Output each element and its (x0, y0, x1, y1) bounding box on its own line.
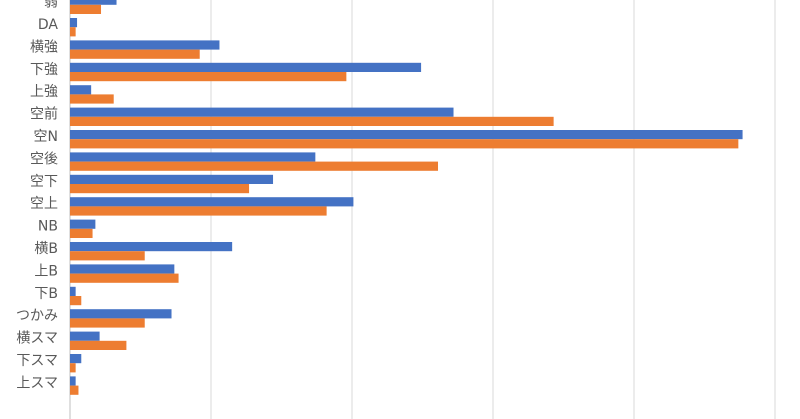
bar (70, 296, 82, 306)
y-tick-label: NB (38, 219, 58, 235)
bar (70, 161, 439, 171)
bar (70, 49, 200, 59)
bar (70, 206, 327, 216)
bar (70, 286, 76, 296)
bar (70, 0, 117, 5)
y-tick-label: 下スマ (16, 353, 58, 369)
y-tick-label: 上強 (30, 84, 58, 100)
bar (70, 18, 78, 28)
y-tick-label: 弱 (44, 0, 58, 11)
bar (70, 130, 743, 140)
bar (70, 4, 102, 15)
y-tick-label: 横B (34, 241, 58, 257)
bar (70, 139, 739, 149)
y-tick-label: 上B (34, 263, 58, 279)
bar (70, 62, 422, 72)
y-tick-label: 空N (34, 129, 58, 145)
y-tick-label: 空前 (30, 106, 58, 123)
y-tick-label: DA (38, 17, 59, 33)
bar (70, 174, 274, 184)
bar (70, 385, 79, 395)
y-tick-label: 空後 (30, 151, 58, 167)
bar (70, 309, 172, 319)
bar (70, 116, 554, 126)
bar (70, 340, 127, 350)
bar (70, 72, 347, 82)
bar (70, 251, 145, 261)
y-tick-label: 横強 (30, 39, 58, 55)
y-tick-label: 空下 (30, 174, 58, 190)
bar (70, 376, 76, 386)
y-tick-label: 横スマ (16, 331, 58, 347)
bar (70, 94, 114, 104)
bar (70, 219, 96, 229)
bar (70, 27, 76, 37)
bar (70, 273, 179, 283)
bar (70, 40, 220, 50)
bar (70, 331, 100, 341)
bar (70, 152, 316, 162)
bar (70, 242, 233, 252)
y-tick-label: 下B (34, 286, 58, 302)
bar (70, 184, 250, 194)
bar (70, 354, 82, 364)
bar (70, 363, 76, 373)
y-tick-label: 下強 (30, 62, 58, 78)
bar (70, 85, 92, 95)
bar (70, 264, 175, 274)
y-tick-label: 上スマ (16, 375, 58, 391)
bar (70, 228, 93, 238)
y-tick-label: つかみ (16, 308, 58, 324)
bar (70, 107, 454, 117)
y-tick-label: 空上 (30, 196, 58, 212)
bar (70, 318, 145, 328)
bar (70, 197, 354, 207)
